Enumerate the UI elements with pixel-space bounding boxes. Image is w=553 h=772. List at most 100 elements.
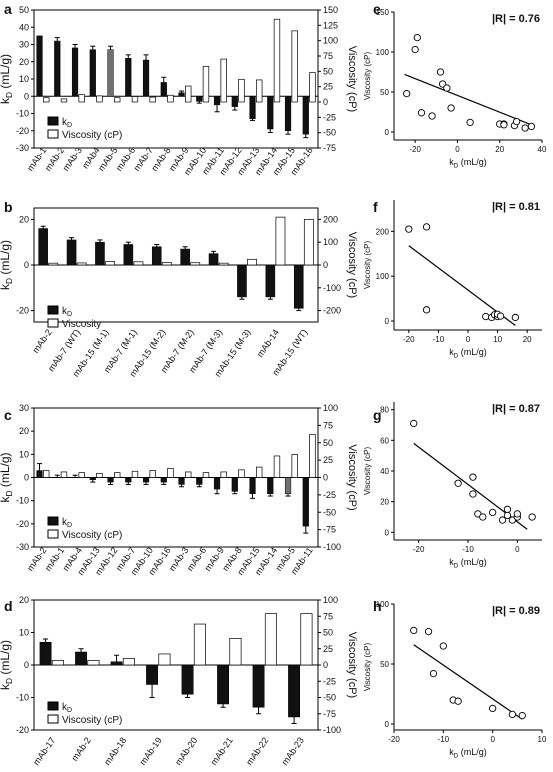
data-point (410, 626, 418, 635)
viscosity-bar (87, 660, 100, 666)
legend-label-viscosity: Viscosity (cP) (62, 715, 122, 726)
data-point (482, 312, 490, 321)
data-point (503, 505, 512, 513)
kd-bar (284, 96, 292, 131)
kd-bar (231, 477, 238, 492)
y-axis-title: Viscosity (cP) (363, 643, 372, 692)
x-tick-label: mAb-2 (69, 735, 92, 762)
viscosity-bar (60, 471, 68, 478)
x-tick-label: mAb-21 (209, 735, 235, 767)
viscosity-bar (220, 58, 227, 103)
data-point (424, 627, 433, 636)
panel-d: d-20-1001020-100-75-50-250255075100mAb-1… (4, 595, 358, 767)
kd-bar (180, 248, 190, 266)
data-point (428, 112, 436, 120)
x-tick-label: mAb-20 (173, 735, 199, 767)
y-tick-label: -20 (16, 519, 29, 529)
x-axis-title: kD (mL/g) (449, 557, 487, 569)
x-tick-label: mAb-2 (30, 327, 53, 354)
viscosity-bar (185, 85, 192, 103)
viscosity-bar (96, 472, 103, 478)
panel-letter: f (373, 199, 378, 215)
kd-bar (288, 664, 301, 718)
y-tick-label: -30 (16, 542, 29, 552)
panel-letter: d (4, 598, 13, 614)
x-tick-label: 10 (538, 735, 547, 744)
data-point (405, 225, 413, 233)
regression-line (413, 644, 523, 720)
y2-tick-label: 50 (323, 628, 333, 638)
y2-tick-label: -25 (323, 490, 336, 500)
kd-bar (252, 664, 265, 708)
x-tick-label: 20 (523, 335, 532, 344)
kd-bar (142, 477, 150, 483)
y2-tick-label: 0 (323, 260, 328, 270)
viscosity-bar (96, 95, 103, 103)
panel-c: c-30-20-100102030-100-75-50-250255075100… (4, 403, 358, 577)
correlation-label: |R| = 0.81 (492, 201, 540, 213)
x-tick-label: mAb-19 (138, 735, 164, 767)
data-point (489, 704, 497, 713)
kd-bar (217, 664, 229, 705)
y2-axis-title: Viscosity (cP) (346, 632, 358, 698)
x-tick-label: -10 (433, 335, 445, 344)
viscosity-bar (76, 262, 87, 266)
viscosity-bar (275, 216, 286, 266)
data-point (511, 313, 520, 322)
y-tick-label: -30 (16, 143, 29, 153)
viscosity-bar (256, 79, 263, 103)
x-tick-label: mAb-23 (280, 735, 306, 767)
kd-bar (178, 477, 185, 485)
viscosity-bar (303, 219, 314, 266)
kd-bar (110, 661, 123, 666)
y-axis-title: Viscosity (cP) (363, 447, 372, 496)
y-tick-label: -20 (16, 126, 29, 136)
y2-tick-label: 25 (323, 644, 333, 654)
panel-g: g -20 -10 0 0 20 40 60 80 |R| = 0.87 Viscosity (cP… (363, 402, 542, 554)
y-axis-title-kd: kD (mL/g) (0, 640, 14, 690)
panel-letter: a (4, 1, 12, 17)
viscosity-bar (114, 472, 121, 478)
y2-tick-label: 75 (323, 420, 333, 430)
viscosity-bar (193, 623, 206, 666)
x-tick-label: -20 (409, 145, 421, 154)
x-axis-title: kD (mL/g) (449, 157, 487, 169)
kd-bar (36, 35, 43, 97)
viscosity-bar (202, 66, 210, 103)
data-point (422, 223, 431, 231)
x-tick-label: 0 (515, 545, 520, 554)
legend-swatch-viscosity (47, 529, 59, 539)
kd-bar (160, 477, 167, 483)
kd-bar (208, 253, 219, 266)
viscosity-bar (291, 30, 298, 103)
y2-tick-label: -25 (323, 112, 336, 122)
y2-tick-label: -50 (323, 128, 336, 138)
x-tick-label: -10 (438, 735, 450, 744)
y2-tick-label: -200 (323, 306, 341, 316)
kd-bar (89, 49, 96, 97)
viscosity-bar (190, 262, 201, 266)
x-tick-label: mAb-22 (244, 735, 270, 767)
y2-tick-label: -25 (323, 676, 336, 686)
viscosity-bar (158, 653, 171, 666)
data-point (498, 516, 507, 524)
kd-bar (302, 477, 309, 527)
kd-bar (231, 96, 238, 107)
y2-axis-title: Viscosity (cP) (346, 232, 358, 298)
y-tick-label: 20 (380, 498, 389, 507)
y-tick-label: 40 (19, 22, 29, 32)
data-point (500, 121, 508, 129)
kd-bar (123, 244, 134, 266)
kd-bar (36, 470, 43, 478)
kd-bar (293, 264, 304, 309)
data-point (469, 473, 477, 481)
y-tick-label: 0 (24, 660, 29, 670)
legend-swatch-kd (47, 116, 59, 126)
kd-bar (125, 58, 132, 97)
legend-swatch-viscosity (47, 714, 59, 724)
y2-tick-label: 0 (323, 473, 328, 483)
viscosity-bar (78, 94, 85, 103)
kd-bar (265, 264, 276, 298)
y2-tick-label: -100 (323, 725, 341, 735)
